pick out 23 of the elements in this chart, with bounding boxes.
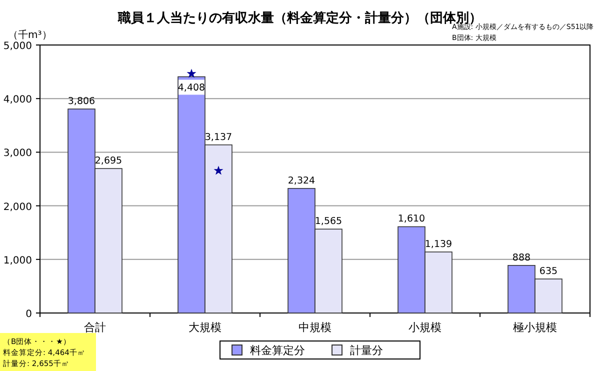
legend-label: 料金算定分 [250,344,305,357]
data-label: 635 [539,266,558,277]
y-tick-label: 3,000 [3,148,32,160]
y-tick-label: 5,000 [3,41,32,52]
data-label: 1,139 [424,238,452,250]
x-tick-label: 中規模 [298,321,332,334]
data-label: 2,324 [288,175,316,186]
y-tick-label: 2,000 [3,202,32,213]
data-label: 3,137 [204,132,232,143]
x-tick-label: 合計 [84,321,106,334]
data-label: 1,610 [398,214,426,225]
y-tick-label: 0 [26,309,32,320]
y-tick-label: 4,000 [3,94,32,106]
x-tick-label: 小規模 [408,321,442,334]
data-label: 3,806 [68,96,96,107]
y-tick-label: 1,000 [3,255,32,266]
data-label: 2,695 [94,156,122,167]
data-label: 888 [512,252,531,264]
x-tick-label: 大規模 [188,321,222,334]
y-axis-title: （千m³） [8,29,52,41]
data-label: 1,565 [314,216,342,228]
x-tick-label: 極小規模 [513,321,557,334]
legend-label: 計量分 [350,344,383,357]
